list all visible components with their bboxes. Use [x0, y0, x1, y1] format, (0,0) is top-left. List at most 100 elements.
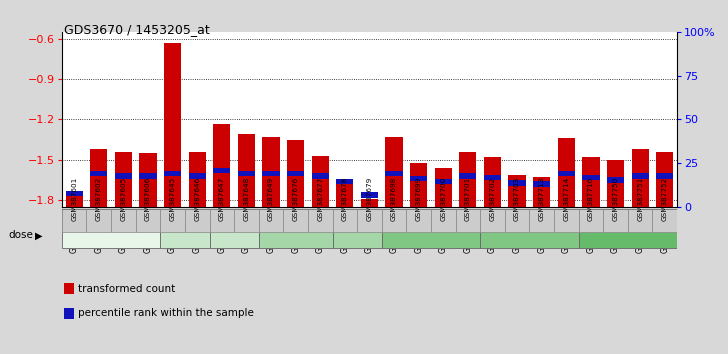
FancyBboxPatch shape	[579, 209, 604, 233]
Text: GSM387649: GSM387649	[268, 176, 274, 221]
Bar	[361, 192, 378, 198]
Text: GSM387700: GSM387700	[440, 176, 446, 221]
FancyBboxPatch shape	[62, 209, 87, 233]
Bar	[66, 191, 83, 196]
Bar	[312, 173, 329, 179]
Text: GSM387605: GSM387605	[120, 176, 127, 221]
Text: GSM387702: GSM387702	[489, 176, 496, 221]
FancyBboxPatch shape	[381, 211, 480, 247]
Bar	[582, 175, 600, 180]
Bar	[164, 42, 181, 207]
Bar	[484, 175, 501, 180]
Bar	[558, 138, 575, 207]
Bar	[508, 175, 526, 207]
Bar	[607, 177, 624, 183]
FancyBboxPatch shape	[111, 209, 135, 233]
Bar	[90, 149, 108, 207]
Text: dose: dose	[9, 230, 33, 240]
Bar	[312, 156, 329, 207]
Text: GSM387602: GSM387602	[96, 176, 102, 221]
FancyBboxPatch shape	[283, 209, 308, 233]
Bar	[361, 199, 378, 207]
FancyBboxPatch shape	[333, 209, 357, 233]
Text: GSM387752: GSM387752	[662, 176, 668, 221]
Text: GSM387699: GSM387699	[416, 176, 422, 221]
Bar	[336, 179, 354, 184]
FancyBboxPatch shape	[160, 209, 185, 233]
Text: GSM387676: GSM387676	[293, 176, 298, 221]
Bar	[533, 182, 550, 187]
Text: 0 mM HOCl: 0 mM HOCl	[82, 223, 141, 233]
FancyBboxPatch shape	[431, 209, 456, 233]
Text: percentile rank within the sample: percentile rank within the sample	[78, 308, 254, 318]
FancyBboxPatch shape	[308, 209, 333, 233]
Text: 2.1 mM HOCl: 2.1 mM HOCl	[406, 224, 456, 233]
Text: GSM387606: GSM387606	[145, 176, 151, 221]
FancyBboxPatch shape	[480, 211, 579, 247]
Bar	[533, 177, 550, 207]
Bar	[115, 173, 132, 179]
Bar	[631, 173, 649, 179]
Text: GSM387716: GSM387716	[588, 176, 594, 221]
FancyBboxPatch shape	[652, 209, 677, 233]
FancyBboxPatch shape	[357, 209, 381, 233]
Bar	[66, 196, 83, 207]
Text: GSM387648: GSM387648	[243, 176, 250, 221]
Text: GSM387647: GSM387647	[219, 176, 225, 221]
Bar	[238, 134, 255, 207]
Text: transformed count: transformed count	[78, 284, 175, 293]
Text: 0.14 mM HOCl: 0.14 mM HOCl	[157, 224, 213, 233]
Text: GSM387677: GSM387677	[317, 176, 323, 221]
Text: GSM387678: GSM387678	[342, 176, 348, 221]
Bar	[213, 168, 231, 173]
FancyBboxPatch shape	[456, 209, 480, 233]
Text: GSM387646: GSM387646	[194, 176, 200, 221]
FancyBboxPatch shape	[258, 209, 283, 233]
Bar	[336, 179, 354, 207]
Text: 0.35 mM HOCl: 0.35 mM HOCl	[207, 224, 261, 233]
Text: GSM387679: GSM387679	[366, 176, 373, 221]
FancyBboxPatch shape	[604, 209, 628, 233]
FancyBboxPatch shape	[406, 209, 431, 233]
Bar	[385, 171, 403, 176]
Bar	[189, 173, 206, 179]
Bar	[459, 152, 477, 207]
Bar	[213, 124, 231, 207]
FancyBboxPatch shape	[160, 211, 210, 247]
Bar	[656, 173, 673, 179]
FancyBboxPatch shape	[628, 209, 652, 233]
Text: GSM387698: GSM387698	[391, 176, 397, 221]
Text: 0.7 mM HOCl: 0.7 mM HOCl	[271, 224, 320, 233]
Bar	[656, 152, 673, 207]
Bar	[262, 171, 280, 176]
FancyBboxPatch shape	[579, 211, 677, 247]
Bar	[90, 171, 108, 176]
Text: GSM387751: GSM387751	[637, 176, 643, 221]
Bar	[558, 171, 575, 176]
Bar	[287, 140, 304, 207]
Bar	[582, 157, 600, 207]
Bar	[410, 176, 427, 182]
FancyBboxPatch shape	[333, 211, 381, 247]
FancyBboxPatch shape	[135, 209, 160, 233]
Bar	[139, 173, 157, 179]
Bar	[435, 179, 452, 184]
Text: 3.5 mM HOCl: 3.5 mM HOCl	[603, 224, 653, 233]
Text: ▶: ▶	[35, 230, 42, 240]
Bar	[484, 157, 501, 207]
Text: 2.8 mM HOCl: 2.8 mM HOCl	[505, 224, 554, 233]
FancyBboxPatch shape	[381, 209, 406, 233]
Bar	[508, 180, 526, 185]
FancyBboxPatch shape	[480, 209, 505, 233]
Text: GSM387701: GSM387701	[465, 176, 471, 221]
Bar	[435, 168, 452, 207]
Text: GSM387713: GSM387713	[539, 176, 545, 221]
Bar	[238, 171, 255, 176]
Text: GSM387714: GSM387714	[563, 176, 569, 221]
Bar	[410, 162, 427, 207]
FancyBboxPatch shape	[185, 209, 210, 233]
FancyBboxPatch shape	[529, 209, 554, 233]
Bar	[385, 137, 403, 207]
FancyBboxPatch shape	[554, 209, 579, 233]
FancyBboxPatch shape	[258, 211, 333, 247]
